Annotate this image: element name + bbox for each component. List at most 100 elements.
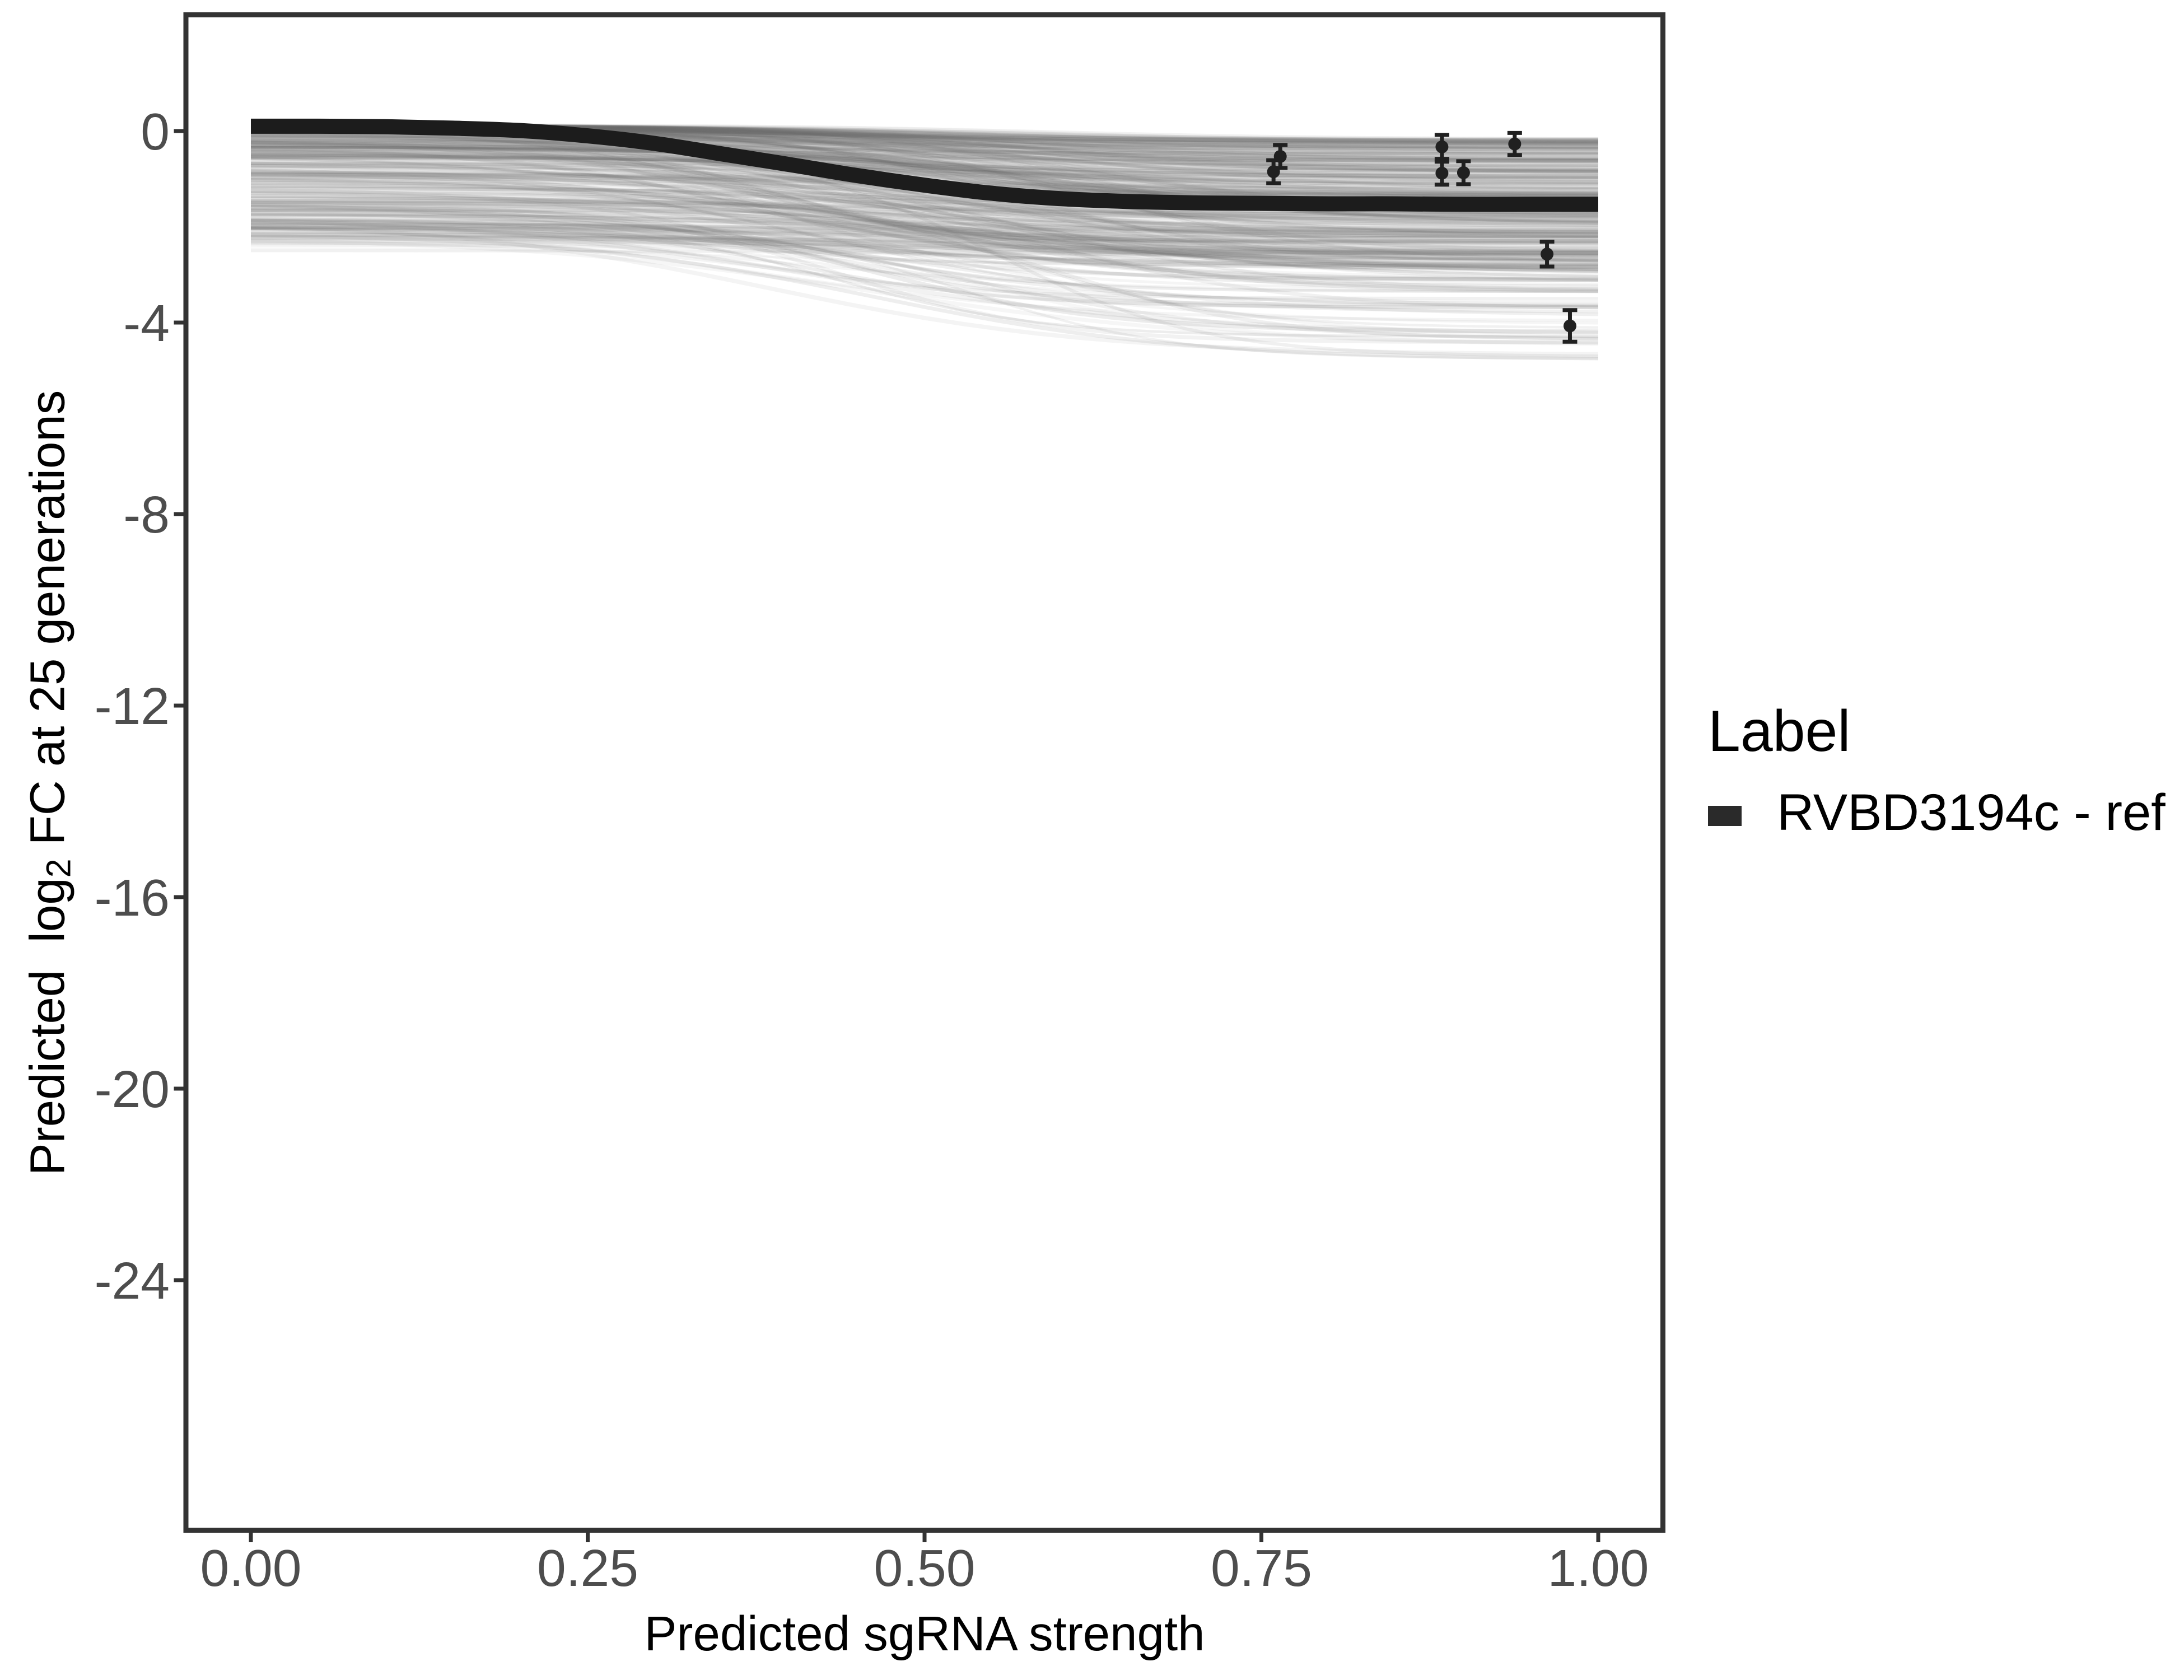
ensemble-curve	[250, 146, 1599, 181]
ensemble-curve	[250, 232, 1599, 251]
ensemble-curve	[251, 230, 1599, 267]
ensemble-curve	[250, 228, 1599, 293]
x-axis-ticks	[249, 1533, 1600, 1542]
data-point	[1273, 143, 1288, 170]
ensemble-curve	[250, 137, 1598, 155]
panel-border	[183, 12, 1665, 1533]
data-point	[1539, 240, 1555, 269]
ensemble-curve	[250, 140, 1599, 245]
ensemble-curve	[250, 221, 1599, 360]
ensemble-curve	[250, 195, 1599, 271]
y-tick-label: -8	[123, 486, 170, 544]
ensemble-curve	[250, 162, 1599, 225]
ensemble-curve	[250, 169, 1599, 234]
ensemble-curve	[250, 146, 1599, 167]
data-point	[1507, 130, 1522, 157]
ensemble-curve	[250, 225, 1598, 239]
ensemble-curve	[250, 185, 1598, 214]
ensemble-curve	[250, 232, 1599, 257]
ensemble-curve	[250, 226, 1598, 267]
data-point	[1456, 159, 1471, 186]
ensemble-curve	[250, 172, 1599, 240]
ensemble-curve	[250, 142, 1599, 239]
ensemble-curve	[250, 227, 1599, 302]
ensemble-curve	[250, 138, 1598, 184]
ensemble-outlier-curve	[250, 239, 1599, 253]
ensemble-curve	[250, 155, 1599, 189]
ensemble-curve	[250, 140, 1599, 199]
ensemble-curve	[250, 170, 1599, 281]
ensemble-curve	[250, 134, 1599, 177]
ensemble-curve	[250, 139, 1599, 269]
ensemble-curve	[250, 200, 1598, 221]
ensemble-curve	[251, 134, 1598, 152]
ensemble-curve	[250, 136, 1598, 156]
ensemble-curve	[250, 178, 1599, 239]
ensemble-curve	[250, 196, 1599, 253]
ensemble-curve	[250, 225, 1599, 243]
ensemble-curve	[251, 199, 1598, 217]
ensemble-curve	[250, 131, 1599, 241]
y-axis-title-subscript: 2	[39, 858, 78, 878]
ensemble-curve	[250, 127, 1599, 261]
ensemble-curve	[250, 156, 1599, 291]
ensemble-curve	[251, 157, 1599, 235]
x-tick-label: 1.00	[1547, 1539, 1649, 1597]
ensemble-curve	[250, 212, 1599, 340]
point-marker	[1457, 166, 1470, 179]
ensemble-curve	[250, 142, 1598, 164]
point-marker	[1563, 319, 1576, 333]
ensemble-curve	[250, 238, 1599, 346]
ensemble-curve	[250, 162, 1599, 243]
ensemble-curve	[250, 227, 1599, 246]
ensemble-curve	[250, 247, 1598, 265]
ensemble-curve	[250, 155, 1599, 181]
ensemble-curve	[250, 200, 1599, 258]
ensemble-curve	[251, 149, 1599, 220]
ensemble-curve	[251, 223, 1598, 232]
y-axis-title-pre: Predicted log	[20, 878, 75, 1176]
ensemble-curve	[250, 135, 1599, 153]
ensemble-curve	[251, 222, 1599, 240]
ensemble-curve	[251, 241, 1599, 261]
ensemble-curve	[250, 188, 1599, 288]
ensemble-curve	[250, 133, 1599, 217]
data-points	[1266, 130, 1578, 344]
ensemble-curve	[250, 193, 1599, 225]
ensemble-curve	[250, 135, 1598, 175]
x-axis-tick-labels: 0.00 0.25 0.50 0.75 1.00	[200, 1539, 1649, 1597]
y-axis-title-post: FC at 25 generations	[20, 390, 75, 859]
point-marker	[1435, 166, 1449, 180]
ensemble-curve	[251, 147, 1599, 173]
ensemble-curve	[250, 185, 1599, 286]
ensemble-curve	[250, 146, 1599, 215]
ensemble-outlier-curve	[250, 146, 1599, 358]
ensemble-curve	[250, 140, 1598, 281]
x-tick-label: 0.50	[874, 1539, 975, 1597]
ensemble-curve	[250, 201, 1599, 232]
ensemble-curve	[250, 153, 1599, 199]
ensemble-curve	[250, 126, 1598, 252]
ensemble-curve	[250, 143, 1599, 195]
ensemble-curve	[250, 236, 1599, 256]
ensemble-curve	[250, 239, 1599, 255]
ensemble-curve	[250, 209, 1599, 246]
data-point	[1562, 308, 1578, 344]
ensemble-curve	[250, 207, 1598, 239]
ensemble-curve	[250, 171, 1599, 282]
ensemble-curve	[250, 190, 1599, 329]
ensemble-curve	[250, 150, 1598, 216]
ensemble-curve	[250, 208, 1599, 235]
ensemble-curve	[250, 194, 1599, 273]
ensemble-curve	[250, 211, 1599, 314]
ensemble-curve	[250, 141, 1599, 174]
ensemble-curve	[251, 208, 1598, 220]
point-marker	[1273, 150, 1287, 163]
ensemble-curve	[250, 227, 1598, 256]
ensemble-curve	[250, 200, 1599, 283]
point-marker	[1508, 137, 1522, 151]
ensemble-curve	[250, 226, 1599, 257]
ensemble-curve	[250, 154, 1599, 199]
ensemble-curve	[250, 226, 1599, 322]
ensemble-curve	[250, 222, 1599, 253]
